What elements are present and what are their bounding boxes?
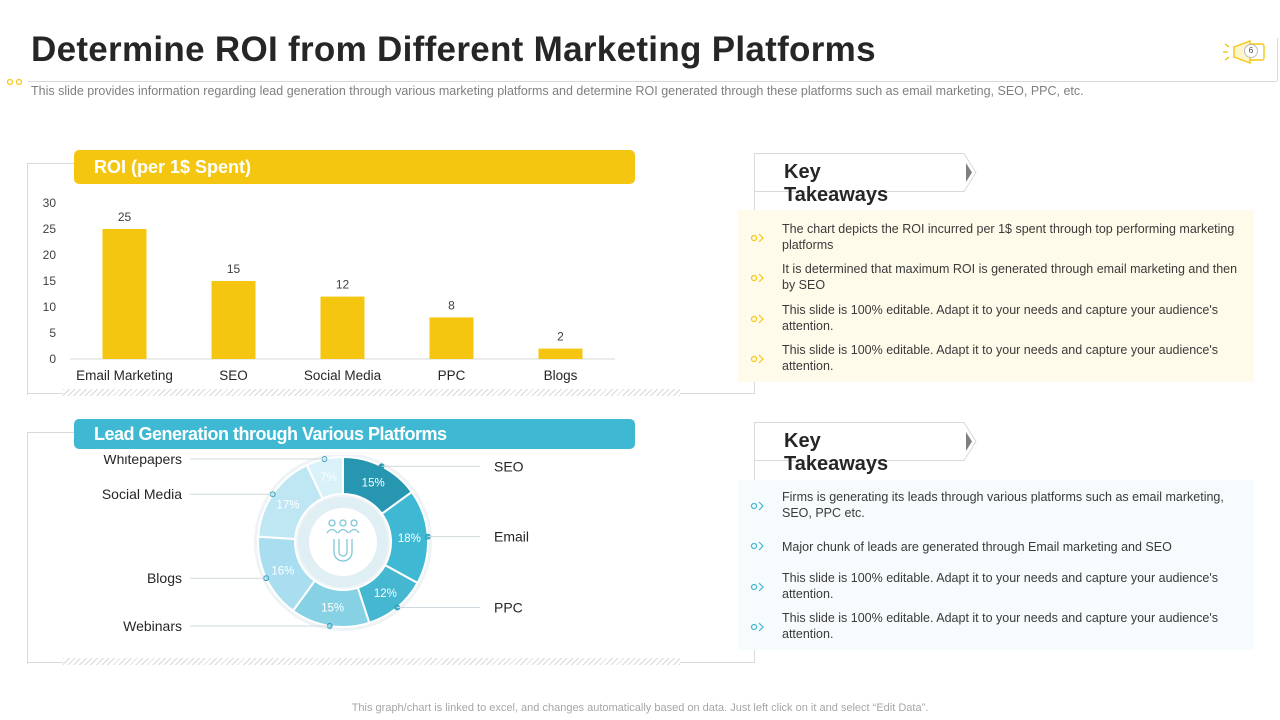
takeaways-header-shape (754, 422, 977, 461)
top-panel-hatch (63, 389, 680, 396)
y-tick-label: 0 (49, 352, 56, 366)
donut-category-label: Email (494, 529, 529, 545)
bar-data-label: 25 (118, 210, 132, 224)
bottom-takeaways-label: Key Takeaways (784, 430, 889, 475)
top-takeaway-3: This slide is 100% editable. Adapt it to… (782, 303, 1218, 333)
bar (320, 296, 365, 359)
lead-generation-banner: Lead Generation through Various Platform… (74, 419, 635, 449)
decorative-dots-icon (6, 78, 23, 86)
bullet-arrow-icon (750, 314, 764, 324)
y-tick-label: 25 (43, 222, 57, 236)
donut-data-label: 15% (362, 478, 385, 490)
top-takeaways-label: Key Takeaways (784, 161, 889, 206)
bar (538, 348, 583, 359)
bullet-arrow-icon (750, 273, 764, 283)
bottom-takeaway-4: This slide is 100% editable. Adapt it to… (782, 611, 1218, 641)
bottom-takeaway-3: This slide is 100% editable. Adapt it to… (782, 571, 1218, 601)
bottom-takeaways-panel: Firms is generating its leads through va… (738, 480, 1254, 650)
roi-banner: ROI (per 1$ Spent) (74, 150, 635, 184)
footer-note: This graph/chart is linked to excel, and… (351, 702, 929, 714)
y-tick-label: 5 (49, 326, 56, 340)
bar (211, 281, 256, 359)
donut-data-label: 7% (320, 472, 337, 484)
donut-category-label: Blogs (147, 570, 182, 586)
bar-data-label: 15 (227, 262, 241, 276)
bullet-arrow-icon (750, 622, 764, 632)
bar-data-label: 12 (336, 278, 350, 292)
donut-data-label: 18% (398, 533, 421, 545)
top-takeaway-1: The chart depicts the ROI incurred per 1… (782, 222, 1235, 252)
x-category-label: SEO (219, 368, 248, 383)
donut-data-label: 17% (276, 500, 299, 512)
top-takeaway-4: This slide is 100% editable. Adapt it to… (782, 343, 1218, 373)
bar (102, 229, 147, 359)
megaphone-icon: 6 (1222, 38, 1272, 73)
bar-data-label: 2 (557, 330, 564, 344)
bottom-takeaway-1: Firms is generating its leads through va… (782, 490, 1224, 520)
magnet-people-icon (326, 519, 360, 562)
bullet-arrow-icon (750, 501, 764, 511)
x-category-label: PPC (438, 368, 466, 383)
bottom-panel-hatch (63, 658, 680, 665)
y-tick-label: 30 (43, 196, 57, 210)
bullet-arrow-icon (750, 582, 764, 592)
donut-category-label: Whitepapers (103, 455, 182, 467)
y-tick-label: 15 (43, 274, 57, 288)
x-category-label: Email Marketing (76, 368, 173, 383)
page-title: Determine ROI from Different Marketing P… (31, 30, 876, 69)
donut-category-label: Webinars (123, 618, 182, 634)
bar (429, 317, 474, 359)
top-takeaway-2: It is determined that maximum ROI is gen… (782, 262, 1238, 292)
donut-data-label: 15% (321, 603, 344, 615)
title-divider (28, 81, 1277, 82)
donut-data-label: 12% (374, 588, 397, 600)
y-tick-label: 10 (43, 300, 57, 314)
title-divider-vertical (1277, 38, 1278, 81)
donut-slice (305, 455, 344, 500)
lead-generation-donut-chart: 15% SEO 18% Email 12% PPC 15% Webinars 16% Blogs 1… (102, 455, 529, 634)
x-category-label: Blogs (544, 368, 578, 383)
top-panel-frame (27, 163, 76, 395)
bullet-arrow-icon (750, 354, 764, 364)
x-category-label: Social Media (304, 368, 382, 383)
page-number: 6 (1244, 44, 1258, 58)
donut-category-label: SEO (494, 458, 524, 474)
bar-data-label: 8 (448, 298, 455, 312)
donut-center (309, 508, 377, 576)
donut-category-label: PPC (494, 599, 523, 615)
bottom-takeaway-2: Major chunk of leads are generated throu… (782, 540, 1172, 554)
donut-data-label: 16% (271, 565, 294, 577)
bullet-arrow-icon (750, 233, 764, 243)
donut-category-label: Social Media (102, 486, 182, 502)
bottom-panel-frame (27, 432, 76, 664)
y-tick-label: 20 (43, 248, 57, 262)
takeaways-header-shape (754, 153, 977, 192)
top-takeaways-panel: The chart depicts the ROI incurred per 1… (738, 210, 1254, 382)
page-subtitle: This slide provides information regardin… (31, 84, 1084, 98)
bullet-arrow-icon (750, 541, 764, 551)
roi-bar-chart: 0 5 10 15 20 25 30 25 Email Marketing 15 SEO 12 Soci… (43, 196, 615, 383)
